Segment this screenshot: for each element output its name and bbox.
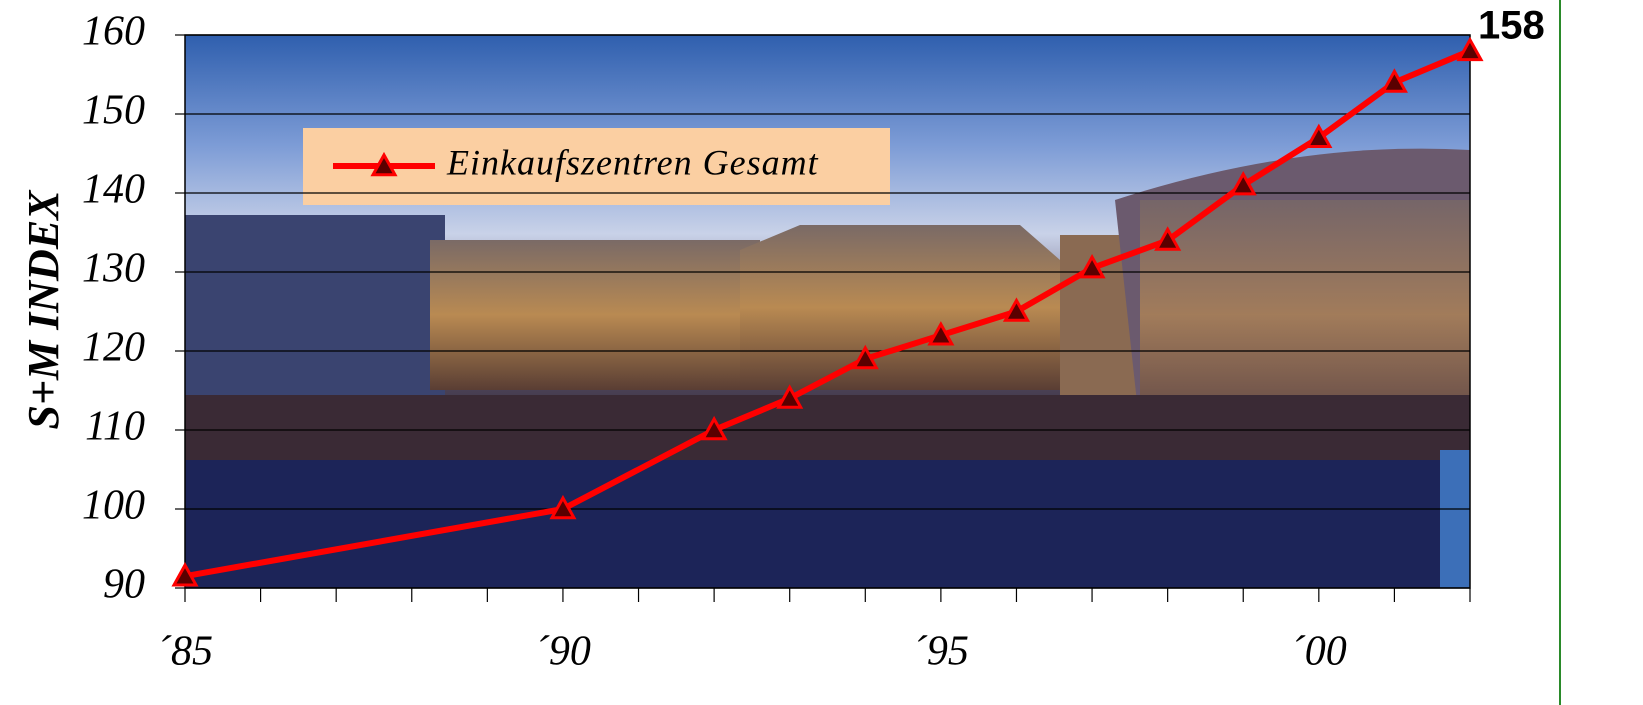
y-tick-label: 150: [82, 88, 145, 134]
point-marker: [1380, 68, 1408, 93]
legend-label: Einkaufszentren Gesamt: [446, 142, 819, 182]
point-marker: [1229, 171, 1257, 196]
y-tick-label: 120: [82, 325, 145, 371]
y-tick-label: 160: [82, 9, 145, 55]
x-tick-label: ´85: [157, 629, 213, 675]
legend-marker: [370, 151, 398, 177]
y-tick-label: 140: [82, 167, 145, 213]
point-marker: [700, 415, 728, 441]
y-tick-label: 90: [103, 562, 145, 608]
point-marker: [1078, 253, 1106, 279]
point-marker: [549, 494, 577, 520]
point-marker: [1305, 123, 1333, 148]
point-marker: [927, 321, 955, 346]
x-tick-label: ´00: [1291, 629, 1347, 675]
point-marker: [171, 562, 199, 587]
y-tick-label: 110: [85, 404, 145, 450]
point-marker: [1456, 36, 1484, 62]
point-marker: [851, 344, 879, 370]
y-tick-label: 130: [82, 246, 145, 292]
background-photo: [185, 35, 1470, 588]
point-marker: [776, 384, 804, 409]
point-marker: [1154, 226, 1182, 251]
x-tick-label: ´95: [913, 629, 969, 675]
point-marker: [1002, 297, 1031, 322]
y-tick-label: 100: [82, 483, 145, 529]
y-axis-title: S+M INDEX: [19, 189, 68, 430]
data-label: 158: [1478, 4, 1545, 48]
x-tick-label: ´90: [535, 629, 591, 675]
